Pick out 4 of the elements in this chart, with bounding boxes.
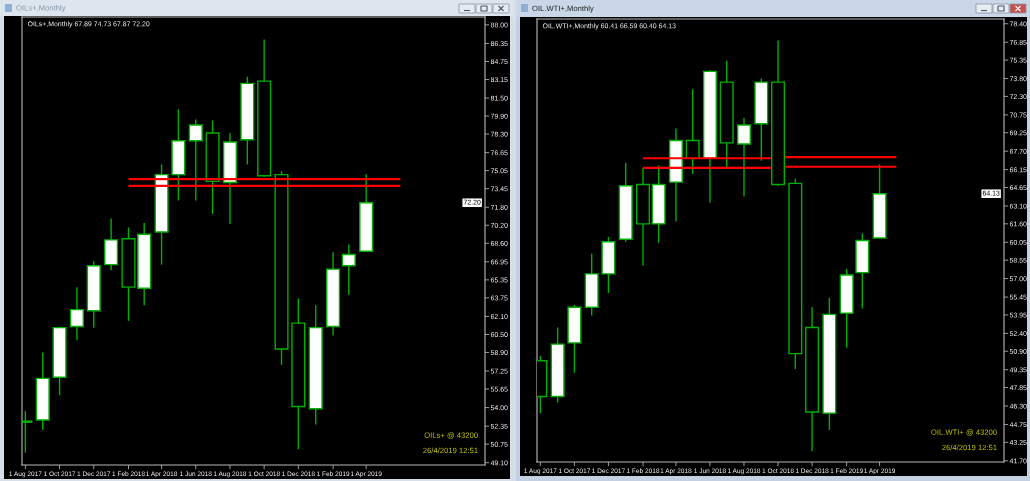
candlestick xyxy=(736,117,752,198)
candlestick xyxy=(69,286,84,341)
candlestick xyxy=(188,118,203,202)
candlestick xyxy=(341,243,356,296)
